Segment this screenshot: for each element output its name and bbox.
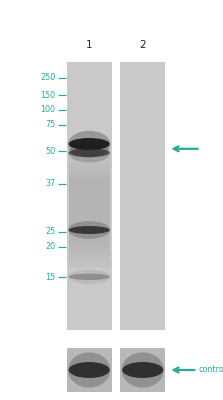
Bar (69, 193, 110, 195)
Text: 1: 1 (86, 40, 93, 50)
Bar (69, 195, 110, 197)
Bar (69, 260, 110, 262)
Bar (69, 176, 110, 178)
Bar (69, 165, 110, 167)
Bar (69, 178, 110, 180)
Ellipse shape (69, 138, 110, 150)
Bar (69, 192, 110, 193)
Bar (69, 257, 110, 259)
Bar (69, 238, 110, 240)
Bar (69, 259, 110, 260)
Bar (69, 242, 110, 244)
Bar (69, 190, 110, 192)
Bar (69, 175, 110, 176)
Bar (69, 253, 110, 255)
Bar (69, 236, 110, 238)
Ellipse shape (69, 148, 110, 157)
Bar (69, 223, 110, 225)
Bar (69, 266, 110, 268)
Bar (69, 262, 110, 264)
Ellipse shape (68, 352, 110, 388)
Text: 15: 15 (45, 273, 55, 282)
Bar (120, 62, 165, 330)
Bar (69, 208, 110, 210)
Bar (69, 167, 110, 169)
Text: 20: 20 (45, 242, 55, 251)
Bar (69, 231, 110, 232)
Text: 50: 50 (45, 147, 55, 156)
Ellipse shape (68, 143, 110, 162)
Bar (69, 171, 110, 173)
Bar (69, 186, 110, 188)
Bar (69, 210, 110, 212)
Bar (69, 160, 110, 162)
Bar (69, 227, 110, 229)
Bar (69, 246, 110, 248)
Text: 150: 150 (40, 91, 55, 100)
Bar (69, 220, 110, 221)
Ellipse shape (122, 362, 163, 378)
Bar (69, 158, 110, 160)
Ellipse shape (68, 270, 110, 284)
Bar (69, 214, 110, 216)
Bar (69, 244, 110, 246)
Bar (69, 169, 110, 171)
Bar (69, 232, 110, 234)
Bar (69, 197, 110, 199)
Bar (69, 218, 110, 220)
Text: 250: 250 (40, 74, 55, 82)
Bar (69, 264, 110, 266)
Bar (69, 225, 110, 227)
Bar (69, 206, 110, 208)
Ellipse shape (68, 221, 110, 239)
Text: 25: 25 (45, 228, 55, 236)
Ellipse shape (69, 226, 110, 234)
Bar (69, 221, 110, 223)
Text: 75: 75 (45, 120, 55, 129)
Bar (69, 201, 110, 203)
Bar (69, 203, 110, 204)
Text: 100: 100 (40, 106, 55, 114)
Bar (69, 180, 110, 182)
Bar (69, 162, 110, 164)
Bar (69, 184, 110, 186)
Bar (69, 173, 110, 175)
Ellipse shape (69, 274, 110, 280)
Bar (69, 216, 110, 218)
Bar (69, 164, 110, 165)
Bar (69, 188, 110, 190)
Text: 2: 2 (139, 40, 146, 50)
Bar (120, 348, 165, 392)
Bar (69, 248, 110, 249)
Bar (67, 348, 112, 392)
Bar (69, 255, 110, 257)
Text: control: control (198, 366, 223, 374)
Bar (69, 249, 110, 251)
Bar (69, 229, 110, 231)
Ellipse shape (122, 352, 164, 388)
Ellipse shape (68, 131, 110, 157)
Bar (69, 156, 110, 158)
Bar (69, 212, 110, 214)
Bar (69, 251, 110, 253)
Bar (69, 234, 110, 236)
Text: 37: 37 (45, 180, 55, 188)
Bar (69, 182, 110, 184)
Bar (69, 199, 110, 201)
Bar (69, 204, 110, 206)
Bar (67, 62, 112, 330)
Bar (69, 240, 110, 242)
Ellipse shape (69, 362, 110, 378)
